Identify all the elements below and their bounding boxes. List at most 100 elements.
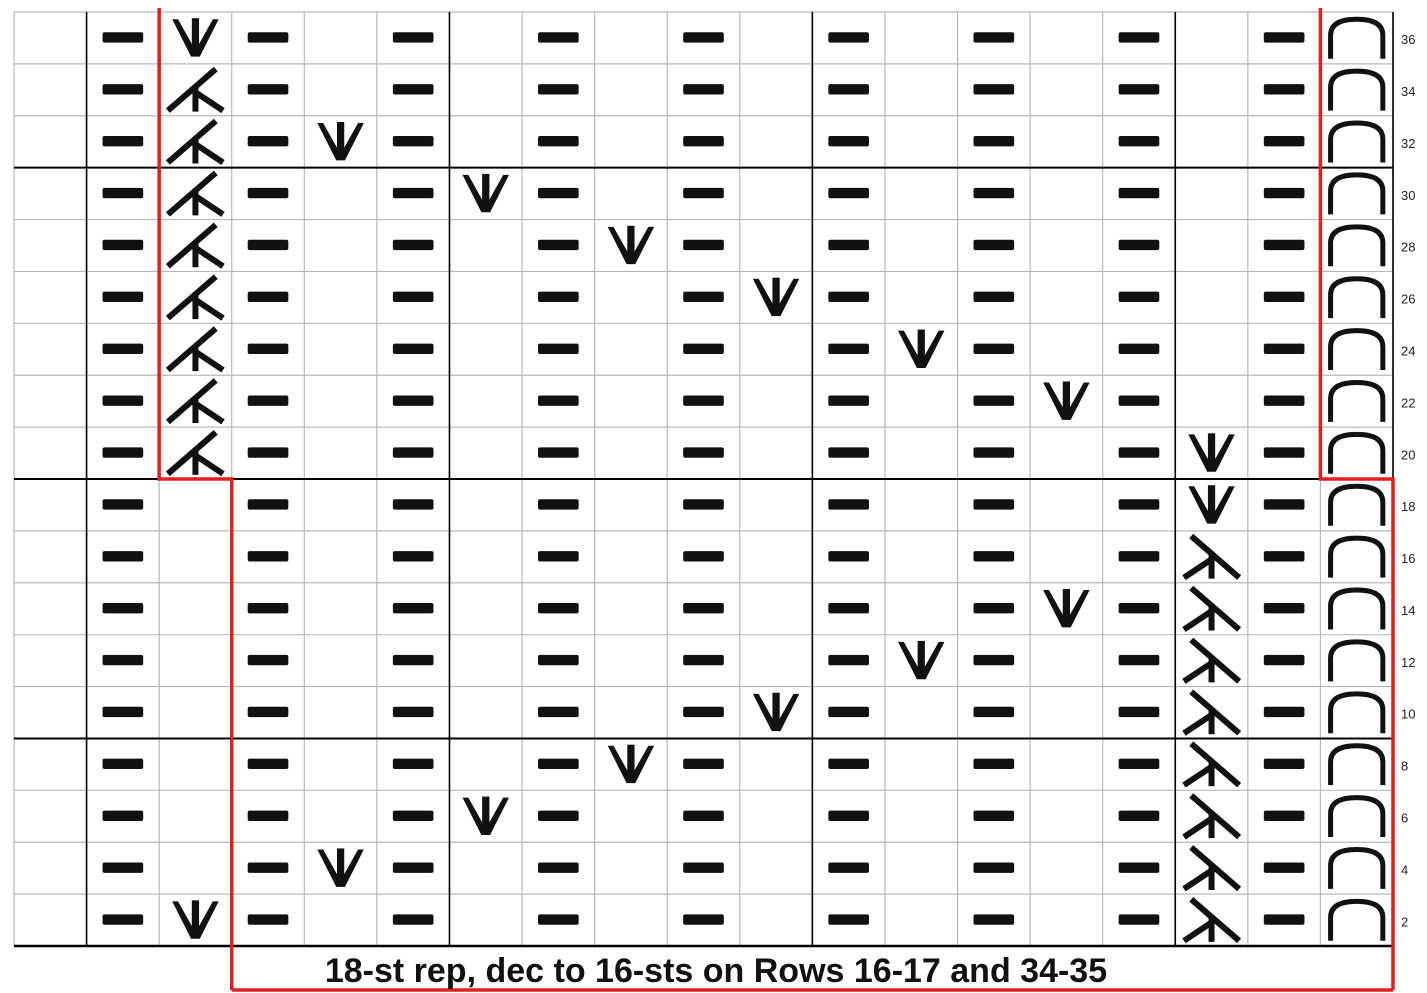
stitch-cell [392,551,434,562]
stitch-cell [102,291,144,303]
purl-dash-icon [973,499,1015,510]
purl-dash-icon [102,862,144,873]
stitch-cell [538,758,579,770]
row-number-label: 20 [1401,447,1415,462]
stitch-cell [1263,291,1305,303]
purl-dash-icon [538,395,579,406]
stitch-cell [102,187,144,199]
stitch-cell [1188,485,1235,524]
increase-v-stem [1062,589,1071,627]
stitch-cell [392,447,434,458]
stitch-cell [247,84,289,95]
purl-dash-icon [247,343,289,354]
stitch-cell [538,551,579,562]
purl-dash-icon [1263,862,1305,873]
purl-dash-icon [1263,499,1305,510]
stitch-cell [102,810,144,821]
right-slant-decrease-icon [1182,793,1242,840]
stitch-cell [1263,499,1305,510]
stitch-cell [392,136,434,147]
purl-dash-icon [683,32,724,43]
purl-dash-icon [247,654,289,666]
stitch-cell [247,914,289,925]
stitch-cell [1263,810,1305,821]
purl-dash-icon [973,187,1015,199]
purl-dash-icon [247,291,289,303]
purl-dash-icon [828,499,869,510]
purl-dash-icon [102,32,144,43]
stitch-cell [392,499,434,510]
purl-dash-icon [1263,810,1305,821]
row-number-label: 8 [1401,759,1408,774]
purl-dash-icon [538,84,579,95]
purl-dash-icon [683,706,724,718]
purl-dash-icon [247,758,289,770]
stitch-cell [538,603,579,614]
stitch-cell [462,796,509,835]
stitch-cell [1263,395,1305,406]
stitch-cell [973,239,1015,251]
stitch-cell [1118,862,1160,873]
stitch-cell [1328,328,1386,371]
purl-dash-icon [392,603,434,614]
purl-dash-icon [538,239,579,251]
stitch-cell [165,378,225,425]
stitch-cell [973,136,1015,147]
stitch-cell [247,136,289,147]
purl-dash-icon [683,914,724,925]
stitch-cell [1118,551,1160,562]
purl-dash-icon [102,758,144,770]
increase-v-icon [317,123,364,161]
purl-dash-icon [538,603,579,614]
stitch-cell [828,758,869,770]
stitch-cell [102,395,144,406]
purl-dash-icon [247,136,289,147]
row-number-label: 18 [1401,499,1415,514]
stitch-cell [538,187,579,199]
increase-v-stem [1207,485,1216,523]
stitch-cell [752,277,800,317]
purl-dash-icon [973,136,1015,147]
purl-dash-icon [683,603,724,614]
purl-dash-icon [1118,239,1160,251]
increase-v-stem [1207,433,1216,471]
stitch-cell [1328,639,1386,682]
stitch-cell [1328,846,1386,889]
stitch-cell [1182,585,1242,632]
arch-stitch-icon [1328,431,1386,474]
purl-dash-icon [392,395,434,406]
increase-v-icon [607,226,655,265]
increase-v-stem [917,640,925,679]
stitch-cell [1118,706,1160,718]
stitch-cell [538,239,579,251]
purl-dash-icon [247,395,289,406]
purl-dash-icon [247,914,289,925]
stitch-cell [828,136,869,147]
stitch-cell [247,343,289,354]
purl-dash-icon [973,32,1015,43]
stitch-cell [683,447,724,458]
stitch-cell [1328,120,1386,163]
stitch-cell [828,603,869,614]
stitch-cell [973,291,1015,303]
stitch-cell [898,640,945,680]
purl-dash-icon [973,706,1015,718]
purl-dash-icon [102,187,144,199]
increase-v-icon [1043,382,1090,420]
arch-stitch-icon [1328,483,1386,526]
stitch-cell [1328,431,1386,474]
increase-v-stem [917,329,925,367]
stitch-cell [1328,743,1386,786]
stitch-cell [828,654,869,666]
stitch-cell [102,239,144,251]
left-slant-decrease-icon [165,378,225,425]
purl-dash-icon [1118,291,1160,303]
purl-dash-icon [683,84,724,95]
increase-v-icon [1188,486,1235,524]
purl-dash-icon [538,862,579,873]
stitch-cell [1263,343,1305,354]
right-slant-decrease-icon [1182,897,1242,944]
stitch-cell [828,32,869,43]
